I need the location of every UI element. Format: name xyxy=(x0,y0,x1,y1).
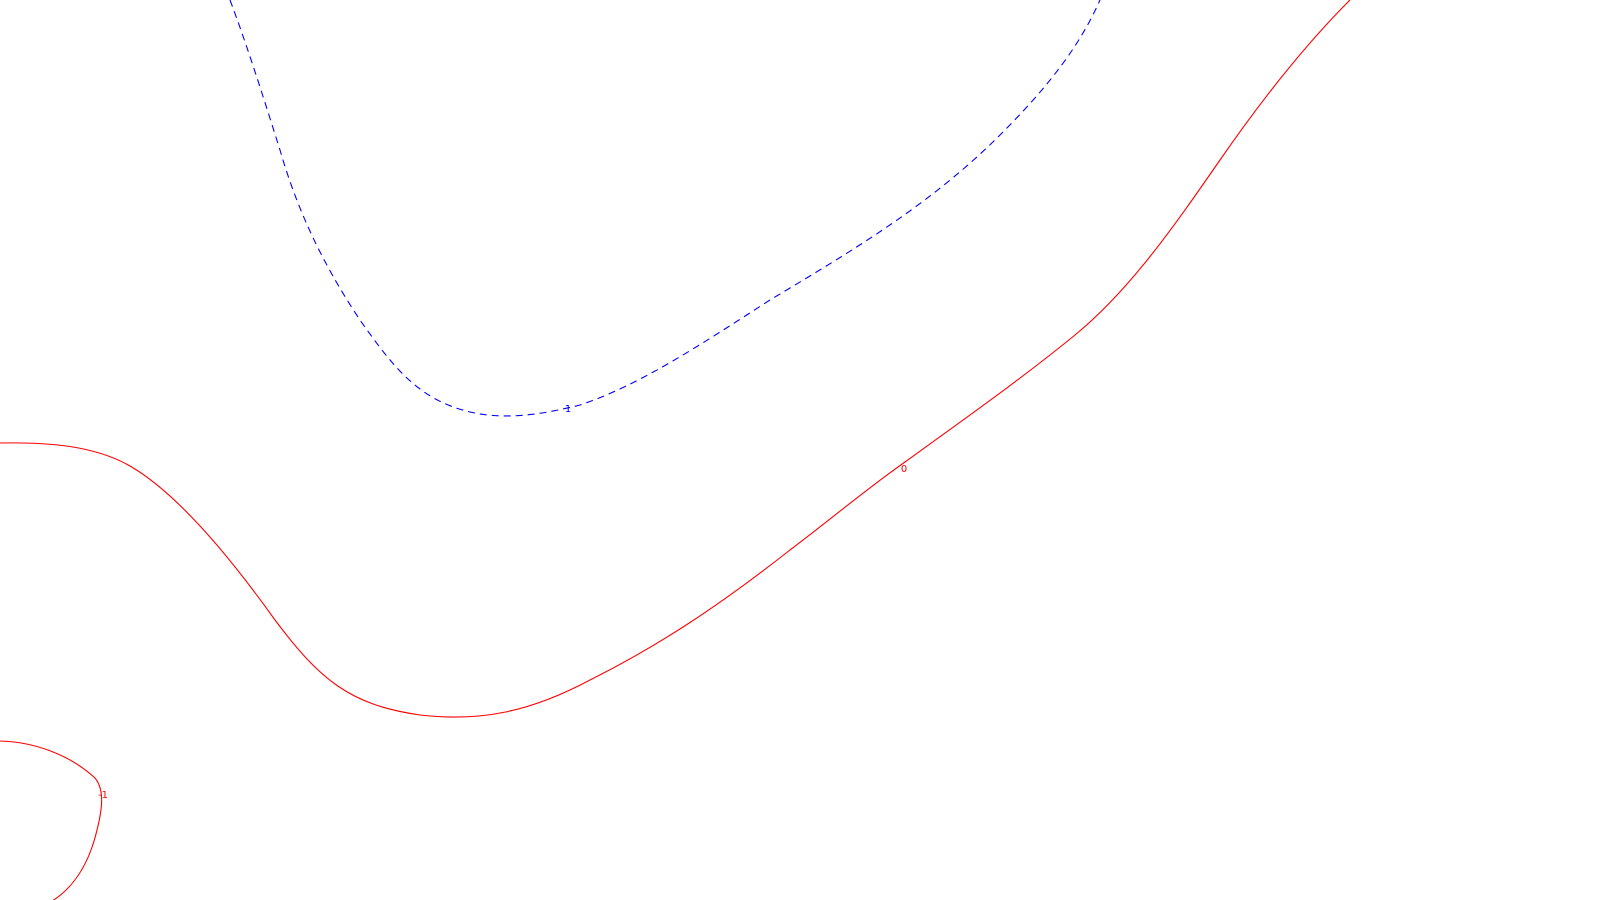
contour-line-level-1 xyxy=(229,0,1101,417)
contour-label-level-0: 0 xyxy=(901,464,907,475)
contour-label-level-1: 1 xyxy=(565,404,571,415)
contour-line-level-0 xyxy=(0,0,1351,718)
contour-line-level-minus-1 xyxy=(0,740,103,900)
contour-label-level-minus-1: -1 xyxy=(98,790,108,801)
